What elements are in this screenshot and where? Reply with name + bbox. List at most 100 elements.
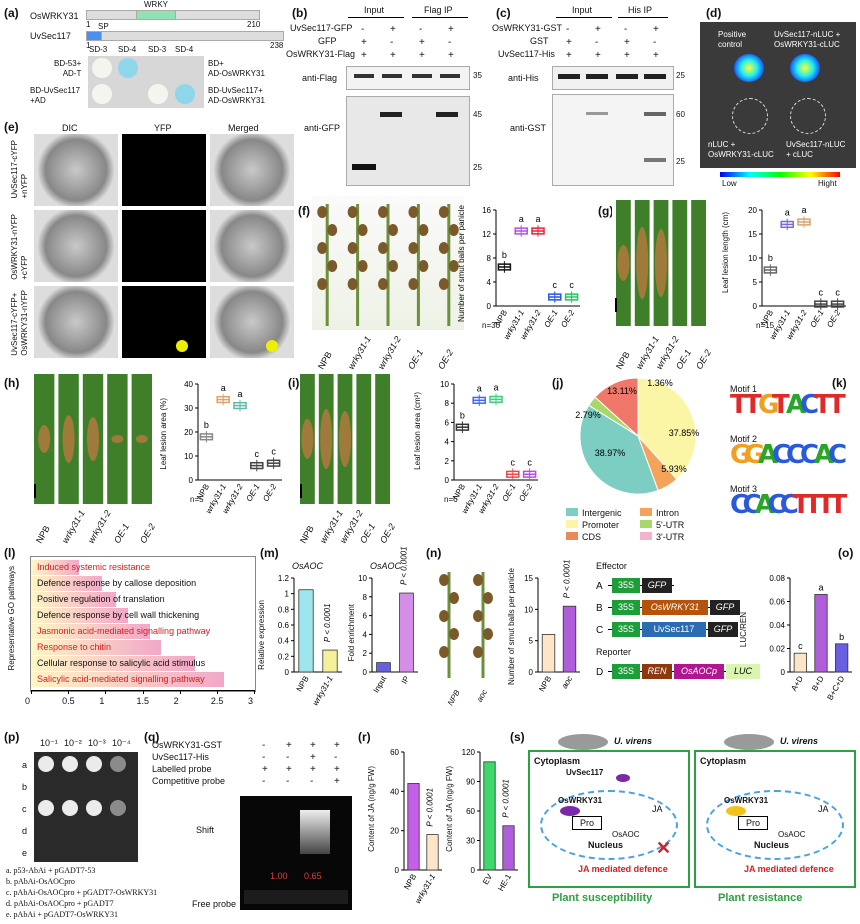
o-part-3-0: 35S xyxy=(612,664,640,679)
d-label-br: UvSec117-nLUC + cLUC xyxy=(786,140,846,159)
h-leaves-lesion-3 xyxy=(111,435,124,443)
chart-h-letter-1: a xyxy=(221,383,226,393)
chart-i-letter-2: a xyxy=(493,383,498,393)
b-band-5 xyxy=(380,112,402,117)
chart-r2-yticklabel-4: 120 xyxy=(462,748,476,757)
e-cell-0-0 xyxy=(34,134,118,206)
f-xlab-4: OE-2 xyxy=(436,347,456,371)
wrky-label: WRKY xyxy=(144,0,168,9)
h-n: n=5 xyxy=(190,495,204,504)
o-part-3-2: OsAOCp xyxy=(674,664,724,679)
chart-o-yticklabel-2: 0.04 xyxy=(769,621,785,630)
go-bar-6 xyxy=(31,656,195,671)
f-panicles-ball-2-4 xyxy=(378,278,388,290)
chart-o-bar-1 xyxy=(814,594,828,673)
chart-r2-xlabel-1: HE-1 xyxy=(496,872,513,893)
chart-m2-pvalue: P < 0.0001 xyxy=(400,546,409,585)
pie-label-2: 38.97% xyxy=(595,448,626,458)
j-legend-swatch-3 xyxy=(640,520,652,528)
c-row-2: GST xyxy=(530,36,549,46)
q-value-1: 1.00 xyxy=(270,871,288,881)
b-mw-35: 35 xyxy=(473,71,482,80)
i-leaves-leaf-4 xyxy=(375,374,390,504)
q-sign-3-3: + xyxy=(334,776,340,787)
s-nucleus-shape-1 xyxy=(706,790,844,860)
n-panicles-ball-0-2 xyxy=(439,610,449,622)
p-spot-2-3 xyxy=(110,800,126,816)
pie-slice-3'-UTR xyxy=(594,377,639,438)
c-anti-his: anti-His xyxy=(508,73,539,83)
m-gene-1: OsAOC xyxy=(292,561,324,571)
chart-h-letter-3: c xyxy=(255,449,260,459)
k-motif-1-letter-6: A xyxy=(814,440,835,470)
chart-o-yticklabel-3: 0.06 xyxy=(769,598,785,607)
e-row-2: OsWRKY31-nYFP +cYFP xyxy=(10,214,29,280)
f-panicles-ball-2-0 xyxy=(378,206,388,218)
chart-r1-bar-0 xyxy=(407,783,420,871)
b-signs-sign-0-3: + xyxy=(448,24,454,35)
chart-n-yticklabel-2: 10 xyxy=(524,605,533,614)
i-leaves-leaf-3 xyxy=(356,374,372,504)
n-panicles-ball-1-3 xyxy=(483,628,493,640)
chart-o: 0 0.02 0.04 0.06 0.08 c A+D a B+D b B+C+D xyxy=(769,574,852,702)
s-tf-blob-1 xyxy=(726,806,746,816)
k-motif-0-letter-7: T xyxy=(828,390,846,420)
chart-g-yticklabel-1: 5 xyxy=(753,278,758,287)
go-label-0: Induced systemic resistance xyxy=(37,562,151,572)
chart-h-yticklabel-4: 40 xyxy=(184,380,193,389)
b-header-ip: Flag IP xyxy=(424,5,453,15)
c-signs-sign-1-2: + xyxy=(624,37,630,48)
q-sign-0-1: + xyxy=(286,740,292,751)
b-blot-gfp xyxy=(346,96,470,186)
chart-f-yticklabel-2: 8 xyxy=(487,254,492,263)
q-sign-2-1: + xyxy=(286,764,292,775)
go-label-7: Salicylic acid-mediated signalling pathw… xyxy=(37,674,205,684)
f-panicles-ball-3-4 xyxy=(408,278,419,290)
emsa-shift-band xyxy=(300,810,330,854)
l-ylabel: Representative GO pathways xyxy=(7,566,16,671)
wrky-domain xyxy=(136,10,176,20)
go-label-3: Defence response by cell wall thickening xyxy=(37,610,200,620)
q-sign-1-2: + xyxy=(310,752,316,763)
chart-o-yticklabel-4: 0.08 xyxy=(769,574,785,583)
chart-r2-yticklabel-1: 30 xyxy=(466,837,475,846)
p-row-0: a xyxy=(22,760,28,770)
b-anti-flag: anti-Flag xyxy=(302,73,338,83)
f-panicles xyxy=(317,204,459,326)
luc-colorbar xyxy=(720,172,840,177)
o-part-1-2: GFP xyxy=(710,600,740,615)
chart-r1-pvalue: P < 0.0001 xyxy=(426,788,435,827)
chart-o-xlabel-1: B+D xyxy=(810,674,826,692)
chart-o-xlabel-0: A+D xyxy=(789,674,805,692)
chart-h-xlabel-4: OE-2 xyxy=(261,482,278,503)
panel-e-label: (e) xyxy=(4,120,19,134)
panel-r-label: (r) xyxy=(358,730,371,744)
chart-m2-yticklabel-4: 8 xyxy=(363,593,368,602)
chart-m1-yticklabel-5: 1 xyxy=(285,590,290,599)
m-ylabel2: Fold enrichment xyxy=(347,604,356,662)
e-row-3: UvSec117-cYFP+ OsWRKY31-nYFP xyxy=(10,290,29,356)
chart-r1-yticklabel-2: 40 xyxy=(390,787,399,796)
e-col-dic: DIC xyxy=(62,123,78,133)
chart-m2-bar-1 xyxy=(399,592,414,673)
k-motif-1-letter-5: C xyxy=(800,440,820,470)
o-part-3-1: REN xyxy=(642,664,672,679)
go-label-6: Cellular response to salicylic acid stim… xyxy=(37,658,206,668)
c-signs-sign-2-0: + xyxy=(566,50,572,61)
chart-f-letter-0: b xyxy=(502,250,507,260)
n-panicles-ball-1-4 xyxy=(473,646,483,658)
chart-m1-yticklabel-2: 0.4 xyxy=(278,637,290,646)
p-row-2: c xyxy=(22,804,27,814)
n-panicles-ball-0-1 xyxy=(449,592,459,604)
chart-r2-xlabel-0: EV xyxy=(481,872,494,886)
c-signs-sign-2-3: + xyxy=(653,50,659,61)
colony-1 xyxy=(92,58,112,78)
h-leaves xyxy=(34,374,152,504)
s-ja-0: JA xyxy=(652,804,663,814)
q-sign-3-2: - xyxy=(310,776,314,787)
f-xlab-3: OE-1 xyxy=(406,347,426,371)
go-label-1: Defence response by callose deposition xyxy=(37,578,197,588)
l-xtick-4 xyxy=(179,690,181,694)
p-row-3: d xyxy=(22,826,28,836)
